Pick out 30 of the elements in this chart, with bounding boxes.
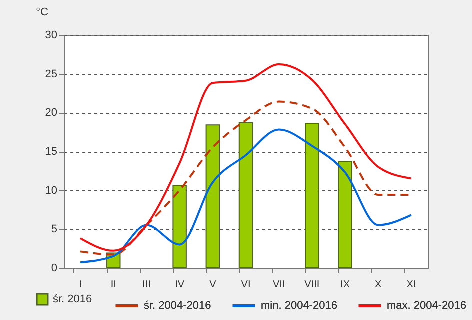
legend-label: min. 2004-2016 bbox=[261, 300, 338, 312]
bar bbox=[238, 122, 254, 268]
x-tick-label: XI bbox=[406, 280, 416, 290]
y-tick-label: 0 bbox=[51, 262, 58, 274]
x-tick-label: VIII bbox=[304, 280, 320, 290]
y-tick-label: 15 bbox=[45, 146, 58, 158]
x-tick-label: IV bbox=[175, 280, 185, 290]
x-tick-label: I bbox=[79, 280, 82, 290]
bar bbox=[172, 185, 187, 268]
x-tick-label: IX bbox=[340, 280, 350, 290]
line-series bbox=[80, 64, 412, 252]
line-series bbox=[80, 128, 412, 264]
x-tick-label: X bbox=[375, 280, 382, 290]
bar bbox=[305, 123, 320, 268]
x-tick-label: III bbox=[142, 280, 151, 290]
legend-label: śr. 2016 bbox=[53, 294, 92, 306]
y-tick-label: 5 bbox=[51, 224, 58, 236]
y-tick-label: 30 bbox=[45, 30, 58, 42]
legend-label: max. 2004-2016 bbox=[387, 300, 466, 312]
y-tick-label: 10 bbox=[45, 184, 58, 197]
bar bbox=[206, 124, 220, 268]
x-tick-label: V bbox=[210, 280, 217, 290]
x-tick-label: II bbox=[110, 280, 116, 290]
bar bbox=[338, 161, 352, 268]
x-tick-label: VII bbox=[272, 280, 286, 290]
y-axis-title: °C bbox=[36, 6, 49, 18]
x-tick-label: VI bbox=[241, 280, 251, 290]
y-tick-label: 25 bbox=[45, 68, 58, 80]
y-tick-label: 20 bbox=[45, 107, 58, 120]
legend-label: śr. 2004-2016 bbox=[144, 300, 212, 312]
